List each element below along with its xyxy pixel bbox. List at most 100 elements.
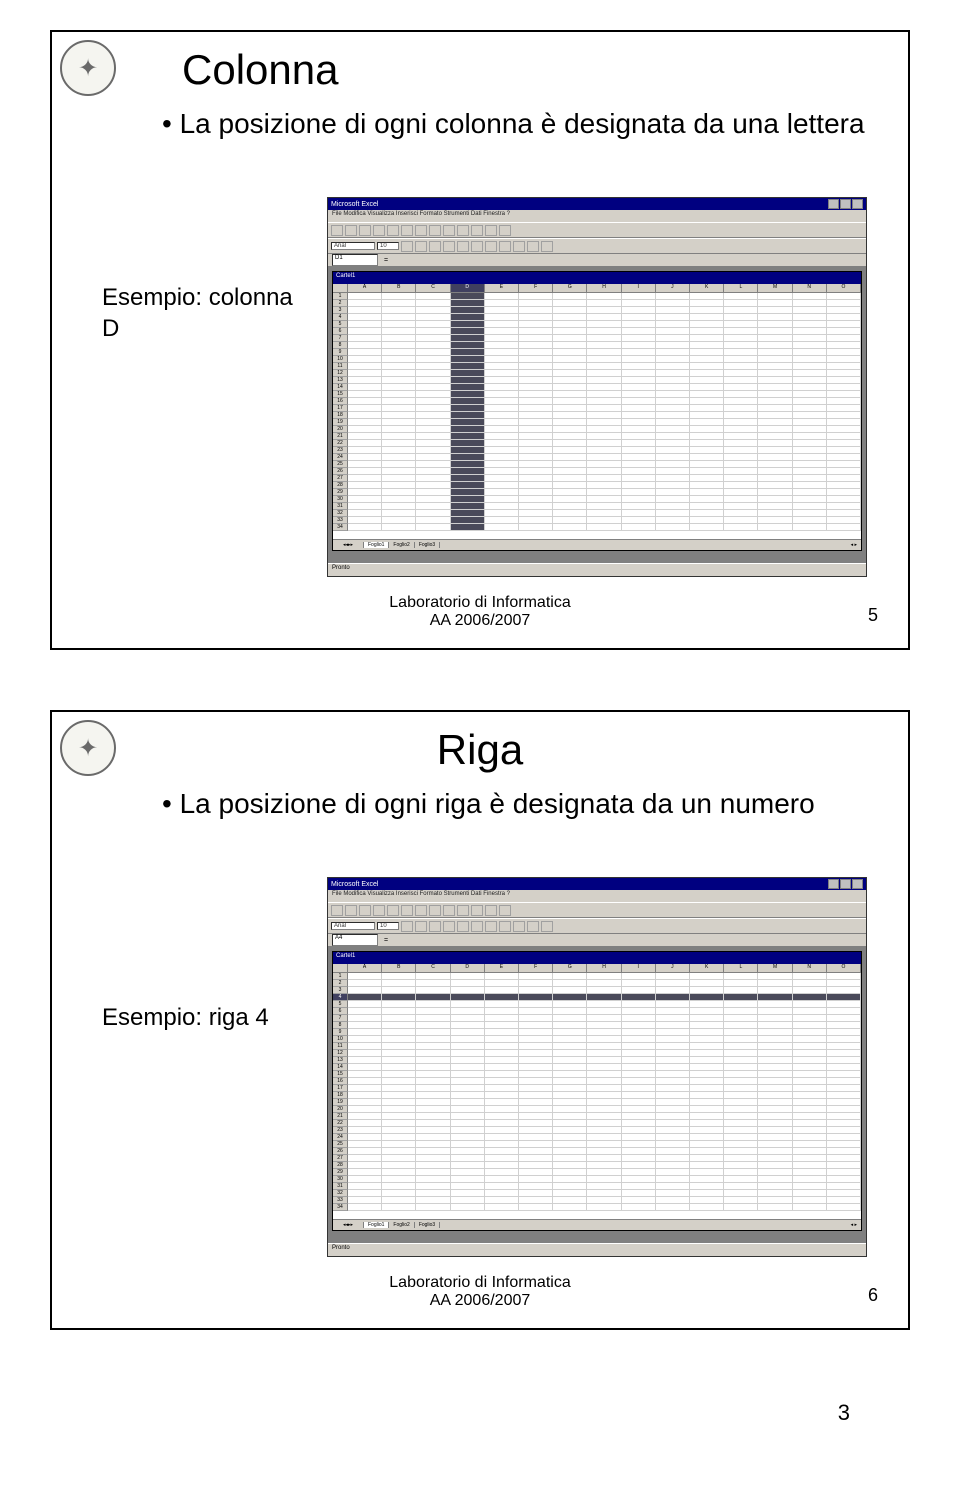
cell[interactable] — [348, 517, 382, 524]
cell[interactable] — [758, 370, 792, 377]
cell[interactable] — [348, 1190, 382, 1197]
font-color-icon[interactable] — [541, 241, 553, 252]
cell[interactable] — [451, 980, 485, 987]
cell[interactable] — [656, 1134, 690, 1141]
cell[interactable] — [656, 335, 690, 342]
cell[interactable] — [382, 482, 416, 489]
align-left-icon[interactable] — [443, 241, 455, 252]
cell[interactable] — [382, 1057, 416, 1064]
cell[interactable] — [587, 1204, 621, 1211]
cell[interactable] — [793, 1071, 827, 1078]
cell[interactable] — [656, 1148, 690, 1155]
row-header[interactable]: 15 — [333, 391, 348, 398]
cell[interactable] — [382, 1085, 416, 1092]
cell[interactable] — [451, 398, 485, 405]
undo-icon[interactable] — [429, 905, 441, 916]
sum-icon[interactable] — [443, 905, 455, 916]
column-header[interactable]: E — [485, 284, 519, 292]
cell[interactable] — [451, 1050, 485, 1057]
cell[interactable] — [416, 314, 450, 321]
cell[interactable] — [622, 1148, 656, 1155]
cell[interactable] — [382, 1036, 416, 1043]
cell[interactable] — [724, 356, 758, 363]
cell[interactable] — [690, 468, 724, 475]
cell[interactable] — [793, 461, 827, 468]
cell[interactable] — [827, 1078, 861, 1085]
cell[interactable] — [382, 517, 416, 524]
cell[interactable] — [724, 496, 758, 503]
cell[interactable] — [622, 447, 656, 454]
cell[interactable] — [793, 363, 827, 370]
cell[interactable] — [724, 1008, 758, 1015]
cell[interactable] — [553, 1057, 587, 1064]
cell[interactable] — [656, 321, 690, 328]
cell[interactable] — [348, 391, 382, 398]
cell[interactable] — [519, 1043, 553, 1050]
cell[interactable] — [656, 433, 690, 440]
cell[interactable] — [553, 1190, 587, 1197]
cell[interactable] — [827, 293, 861, 300]
cell[interactable] — [622, 475, 656, 482]
cell[interactable] — [793, 398, 827, 405]
cell[interactable] — [827, 1050, 861, 1057]
cell[interactable] — [793, 314, 827, 321]
cell[interactable] — [519, 419, 553, 426]
cell[interactable] — [758, 1071, 792, 1078]
cell[interactable] — [348, 356, 382, 363]
cell[interactable] — [724, 503, 758, 510]
cell[interactable] — [553, 461, 587, 468]
cell[interactable] — [519, 342, 553, 349]
percent-icon[interactable] — [499, 241, 511, 252]
cell[interactable] — [827, 1148, 861, 1155]
cell[interactable] — [758, 987, 792, 994]
cell[interactable] — [519, 1155, 553, 1162]
cell[interactable] — [656, 1162, 690, 1169]
cell[interactable] — [485, 1064, 519, 1071]
cell[interactable] — [622, 1029, 656, 1036]
cell[interactable] — [656, 475, 690, 482]
cell[interactable] — [416, 433, 450, 440]
cell[interactable] — [622, 363, 656, 370]
cell[interactable] — [416, 994, 450, 1001]
cell[interactable] — [451, 1141, 485, 1148]
cell[interactable] — [485, 314, 519, 321]
column-header[interactable]: G — [553, 964, 587, 972]
cell[interactable] — [758, 1141, 792, 1148]
cell[interactable] — [758, 440, 792, 447]
cell[interactable] — [758, 973, 792, 980]
font-select[interactable]: Arial — [331, 242, 375, 250]
copy-icon[interactable] — [401, 905, 413, 916]
cell[interactable] — [485, 475, 519, 482]
align-right-icon[interactable] — [471, 921, 483, 932]
tab-nav-buttons[interactable]: ◂◂▸▸ — [333, 542, 364, 548]
row-header[interactable]: 34 — [333, 524, 348, 531]
cell[interactable] — [793, 1015, 827, 1022]
cell[interactable] — [827, 524, 861, 531]
cell[interactable] — [724, 1099, 758, 1106]
select-all-corner[interactable] — [333, 964, 348, 972]
cell[interactable] — [656, 1155, 690, 1162]
cell[interactable] — [382, 1190, 416, 1197]
cell[interactable] — [622, 412, 656, 419]
cell[interactable] — [485, 524, 519, 531]
cell[interactable] — [827, 980, 861, 987]
cell[interactable] — [382, 1106, 416, 1113]
cell[interactable] — [827, 1022, 861, 1029]
row-header[interactable]: 15 — [333, 1071, 348, 1078]
open-icon[interactable] — [345, 225, 357, 236]
cell[interactable] — [690, 1036, 724, 1043]
cell[interactable] — [382, 1127, 416, 1134]
cell[interactable] — [553, 1176, 587, 1183]
cell[interactable] — [519, 335, 553, 342]
cell[interactable] — [382, 370, 416, 377]
cell[interactable] — [416, 489, 450, 496]
cell[interactable] — [519, 1183, 553, 1190]
cell[interactable] — [348, 1155, 382, 1162]
cell[interactable] — [416, 987, 450, 994]
cell[interactable] — [793, 391, 827, 398]
cell[interactable] — [382, 1078, 416, 1085]
column-header[interactable]: O — [827, 964, 861, 972]
cell[interactable] — [348, 1169, 382, 1176]
sheet-tab[interactable]: Foglio3 — [415, 1222, 440, 1228]
cell[interactable] — [690, 987, 724, 994]
